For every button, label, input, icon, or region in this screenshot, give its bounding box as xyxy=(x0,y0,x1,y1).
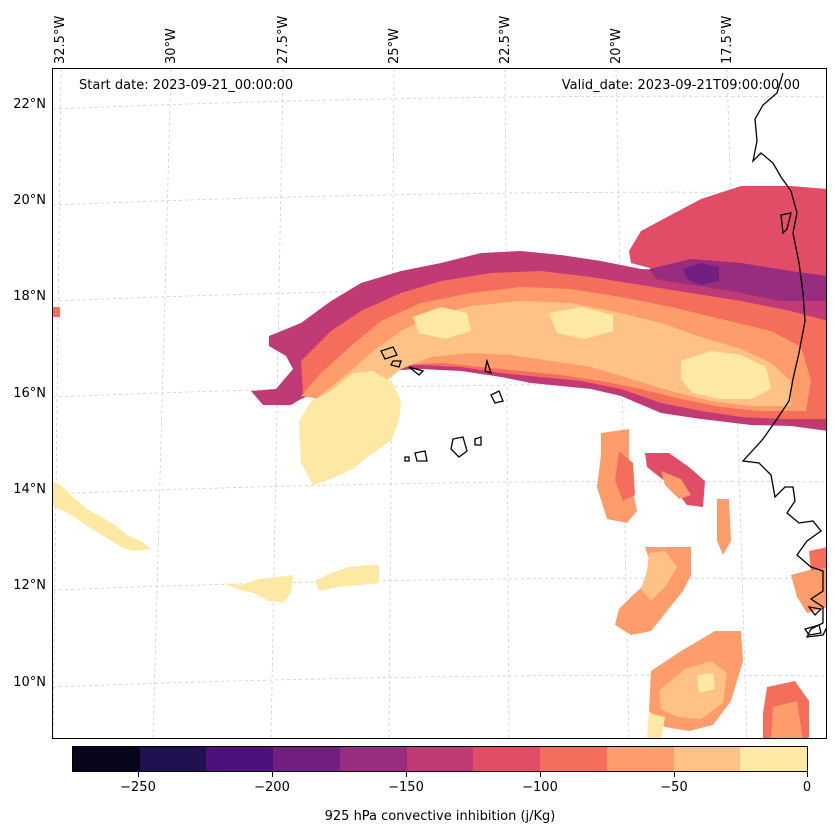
gridline-lon-27-5w xyxy=(270,69,284,738)
colorbar-tick-m200 xyxy=(272,772,273,777)
colorbar-segment-0 xyxy=(73,747,140,771)
cin-streak-mid2 xyxy=(315,565,379,591)
island-santiago xyxy=(450,436,468,458)
cin-patch-s6-orange xyxy=(771,701,803,738)
gridline-lat-20n xyxy=(53,191,826,206)
colorbar xyxy=(72,746,808,772)
cin-pale-mid xyxy=(549,307,613,339)
island-sal xyxy=(484,358,493,375)
map-panel: Start date: 2023-09-21_00:00:00 Valid_da… xyxy=(52,68,827,739)
cin-streak-mid xyxy=(223,575,293,603)
gridline-lat-16n xyxy=(53,383,826,398)
lat-label-20n: 20°N xyxy=(13,193,46,208)
gridline-lon-17-5w xyxy=(726,69,748,738)
cin-purple-core xyxy=(683,263,719,285)
colorbar-title: 925 hPa convective inhibition (j/Kg) xyxy=(324,809,556,824)
lon-label-27-5w: 27.5°W xyxy=(276,15,291,64)
colorbar-label-m250: −250 xyxy=(120,780,156,795)
lat-label-22n: 22°N xyxy=(13,97,46,112)
island-brava xyxy=(404,456,410,462)
colorbar-segment-10 xyxy=(740,747,808,771)
colorbar-tick-m50 xyxy=(674,772,675,777)
lat-label-16n: 16°N xyxy=(13,386,46,401)
colorbar-segment-2 xyxy=(206,747,274,771)
gridline-lon-30w xyxy=(152,69,172,738)
colorbar-label-m200: −200 xyxy=(254,780,290,795)
cin-ne-lobe xyxy=(629,186,826,283)
cin-patch-s5-pale xyxy=(697,673,715,693)
cin-patch-coast-red xyxy=(809,547,826,571)
colorbar-segment-9 xyxy=(673,747,741,771)
cin-contours xyxy=(53,186,826,738)
colorbar-segment-3 xyxy=(273,747,340,771)
lon-label-30w: 30°W xyxy=(164,28,179,64)
gridline-lat-10n xyxy=(53,674,826,688)
colorbar-segment-1 xyxy=(139,747,207,771)
gridline-lon-25w xyxy=(388,69,395,738)
cin-patch-s5-pale2 xyxy=(647,713,665,738)
gridline-lon-20w xyxy=(615,69,630,738)
valid-date-label: Valid_date: 2023-09-21T09:00:00.00 xyxy=(561,78,800,93)
colorbar-tick-m150 xyxy=(406,772,407,777)
africa-coastline xyxy=(741,72,826,638)
cin-pale-e xyxy=(681,351,771,399)
lat-label-18n: 18°N xyxy=(13,289,46,304)
colorbar-label-m100: −100 xyxy=(522,780,558,795)
map-canvas xyxy=(53,69,826,738)
cin-patch-s4-light xyxy=(641,551,677,601)
colorbar-segment-8 xyxy=(606,747,674,771)
colorbar-label-m150: −150 xyxy=(388,780,424,795)
gridline-lon-32-5w xyxy=(53,69,62,738)
start-date-label: Start date: 2023-09-21_00:00:00 xyxy=(79,78,294,93)
gridline-lat-14n xyxy=(53,480,826,495)
coastlines xyxy=(380,72,826,638)
cin-pale-w xyxy=(413,307,471,339)
lat-label-10n: 10°N xyxy=(13,675,46,690)
island-santo-antao xyxy=(380,346,398,360)
cin-streak-west xyxy=(53,481,151,551)
colorbar-segment-6 xyxy=(473,747,541,771)
colorbar-tick-0 xyxy=(807,772,808,777)
colorbar-label-0: 0 xyxy=(802,780,812,795)
colorbar-segment-5 xyxy=(406,747,474,771)
cin-pale-sw xyxy=(299,371,401,485)
gridline-lon-22-5w xyxy=(504,69,510,738)
island-ne-1 xyxy=(780,212,792,235)
gridline-lat-18n xyxy=(53,287,826,302)
island-fogo xyxy=(414,450,428,462)
lon-label-25w: 25°W xyxy=(387,28,402,64)
cin-patch-s1-red xyxy=(615,451,635,501)
island-sao-nicolau xyxy=(408,366,425,376)
island-sao-vicente xyxy=(390,360,402,368)
cin-patch-coast xyxy=(791,565,826,613)
gridline-lat-22n xyxy=(53,95,826,110)
island-bijagos-1 xyxy=(807,606,823,616)
island-bijagos-2 xyxy=(803,624,822,636)
cin-left-pixel xyxy=(53,307,60,317)
island-maio xyxy=(474,436,482,446)
colorbar-segment-7 xyxy=(540,747,607,771)
lon-label-20w: 20°W xyxy=(609,28,624,64)
lon-label-22-5w: 22.5°W xyxy=(498,15,513,64)
colorbar-tick-m250 xyxy=(138,772,139,777)
lon-label-17-5w: 17.5°W xyxy=(720,15,735,64)
cin-patch-s2-orange xyxy=(661,471,691,499)
cin-patch-s3 xyxy=(717,499,731,555)
lon-label-32-5w: 32.5°W xyxy=(53,15,68,64)
colorbar-label-m50: −50 xyxy=(660,780,688,795)
colorbar-tick-m100 xyxy=(540,772,541,777)
colorbar-segment-4 xyxy=(339,747,407,771)
gridline-lat-12n xyxy=(53,577,826,591)
lat-label-12n: 12°N xyxy=(13,578,46,593)
lat-label-14n: 14°N xyxy=(13,482,46,497)
island-boa-vista xyxy=(490,390,504,404)
